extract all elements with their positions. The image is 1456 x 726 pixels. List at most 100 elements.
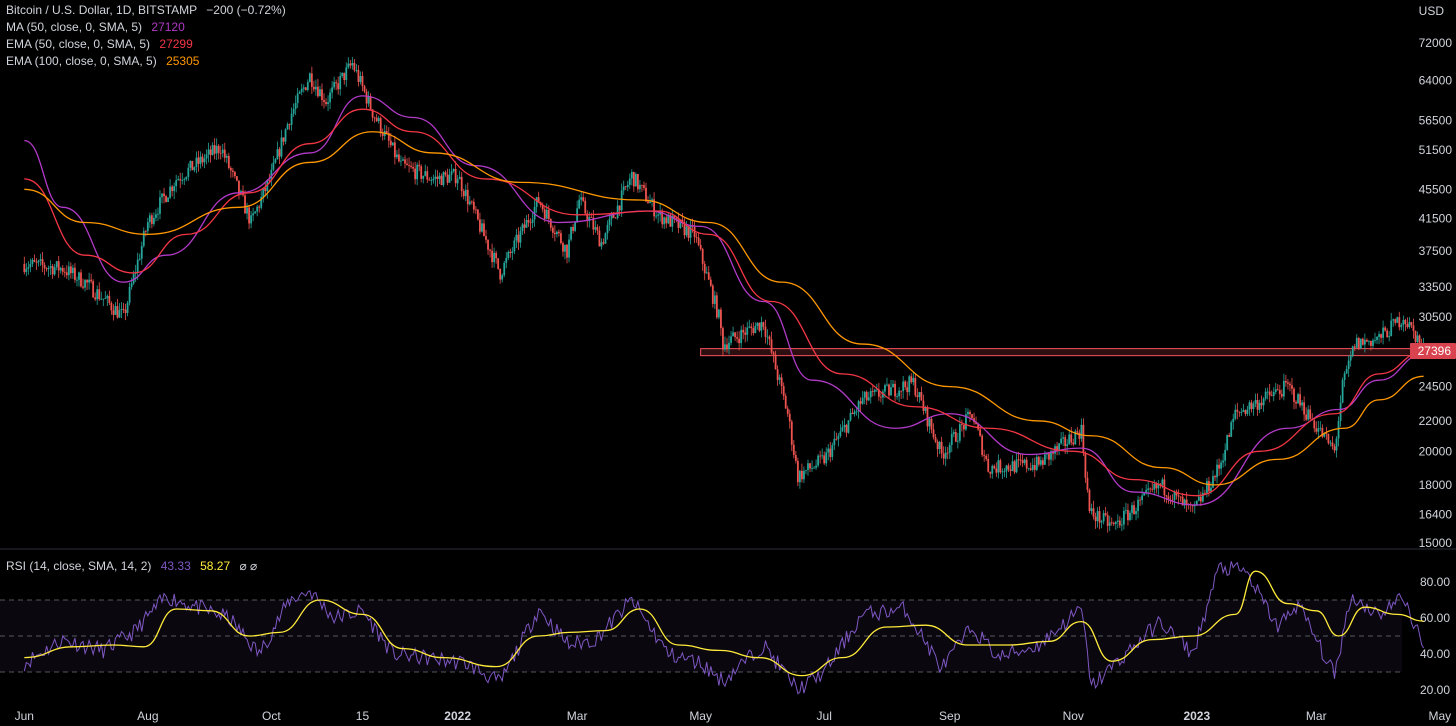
candle-body bbox=[1157, 483, 1160, 489]
candle-body bbox=[855, 411, 858, 413]
candle-body bbox=[1335, 438, 1338, 451]
candle-body bbox=[1359, 338, 1362, 349]
candle-body bbox=[1064, 437, 1067, 447]
ma50-line[interactable] bbox=[24, 95, 1424, 506]
candle-body bbox=[1368, 340, 1370, 342]
candle-body bbox=[904, 381, 907, 388]
candle-body bbox=[997, 460, 1000, 473]
candle-body bbox=[1238, 411, 1241, 413]
candle-body bbox=[1161, 479, 1164, 485]
candle-body bbox=[1224, 449, 1227, 461]
candle-body bbox=[969, 411, 971, 415]
candle-body bbox=[1264, 391, 1267, 399]
candle-body bbox=[1400, 324, 1403, 328]
candle-body bbox=[1374, 340, 1376, 341]
candle-body bbox=[219, 152, 222, 154]
candle-body bbox=[1339, 402, 1342, 422]
candle-body bbox=[181, 180, 184, 181]
candle-body bbox=[715, 295, 718, 318]
candle-body bbox=[1321, 427, 1324, 437]
candle-body bbox=[720, 309, 722, 329]
indicator-label: EMA (100, close, 0, SMA, 5) bbox=[6, 54, 157, 68]
candle-body bbox=[138, 258, 141, 260]
candle-body bbox=[260, 196, 263, 208]
time-axis-tick: 15 bbox=[356, 709, 370, 723]
candle-body bbox=[185, 176, 188, 180]
candle-body bbox=[586, 213, 589, 222]
candle-body bbox=[1122, 510, 1125, 525]
candle-body bbox=[1337, 421, 1340, 439]
candle-body bbox=[1108, 522, 1111, 526]
rsi-axis-tick: 40.00 bbox=[1420, 647, 1450, 661]
candle-body bbox=[317, 86, 319, 97]
candle-body bbox=[25, 268, 28, 273]
candle-body bbox=[786, 408, 789, 414]
candle-body bbox=[446, 174, 449, 183]
candle-body bbox=[665, 217, 668, 224]
candle-body bbox=[393, 142, 396, 158]
candle-body bbox=[499, 268, 502, 280]
candle-body bbox=[211, 145, 214, 156]
candle-body bbox=[327, 102, 329, 105]
candle-body bbox=[995, 468, 998, 473]
candle-body bbox=[643, 185, 645, 188]
candle-body bbox=[1167, 496, 1170, 500]
candle-body bbox=[432, 178, 435, 181]
candle-body bbox=[400, 160, 402, 162]
candle-body bbox=[90, 279, 93, 282]
rsi-line[interactable] bbox=[23, 561, 1425, 695]
candle-body bbox=[507, 251, 510, 258]
ema100-line[interactable] bbox=[24, 131, 1424, 486]
candle-body bbox=[479, 219, 481, 232]
support-zone[interactable] bbox=[700, 348, 1419, 357]
candle-body bbox=[803, 470, 805, 480]
candle-body bbox=[1074, 431, 1077, 445]
indicator-legend-ema50[interactable]: EMA (50, close, 0, SMA, 5) 27299 bbox=[6, 36, 193, 52]
candle-body bbox=[839, 431, 842, 437]
candle-body bbox=[379, 118, 382, 134]
candle-body bbox=[851, 412, 854, 415]
candle-body bbox=[37, 260, 40, 263]
candle-body bbox=[926, 406, 929, 427]
candle-body bbox=[819, 455, 822, 457]
candle-body bbox=[1060, 438, 1063, 444]
candle-body bbox=[1041, 460, 1044, 465]
candle-body bbox=[1050, 451, 1052, 460]
candle-body bbox=[898, 390, 901, 397]
candle-body bbox=[1181, 496, 1184, 506]
candle-body bbox=[462, 191, 465, 197]
candle-body bbox=[699, 244, 702, 249]
candle-body bbox=[1323, 433, 1326, 437]
candle-body bbox=[776, 369, 779, 380]
candle-body bbox=[357, 70, 360, 83]
candle-body bbox=[649, 201, 651, 204]
candle-body bbox=[1177, 495, 1180, 497]
candle-body bbox=[867, 397, 870, 401]
candle-body bbox=[477, 209, 479, 220]
candle-body bbox=[545, 209, 548, 219]
candle-body bbox=[1414, 330, 1417, 342]
candle-body bbox=[845, 424, 848, 433]
indicator-legend-ema100[interactable]: EMA (100, close, 0, SMA, 5) 25305 bbox=[6, 53, 199, 69]
rsi-legend[interactable]: RSI (14, close, SMA, 14, 2) 43.33 58.27 … bbox=[6, 558, 257, 574]
candle-body bbox=[335, 82, 338, 84]
candle-body bbox=[608, 219, 611, 225]
candle-body bbox=[1278, 390, 1281, 394]
candle-body bbox=[223, 149, 226, 158]
candle-body bbox=[294, 103, 297, 109]
candle-body bbox=[511, 251, 514, 253]
candle-body bbox=[944, 452, 947, 459]
time-axis-tick: May bbox=[1428, 709, 1451, 723]
candle-body bbox=[529, 222, 532, 224]
rsi-ma-line[interactable] bbox=[24, 570, 1424, 677]
candle-body bbox=[1270, 395, 1273, 397]
indicator-legend-ma50[interactable]: MA (50, close, 0, SMA, 5) 27120 bbox=[6, 19, 185, 35]
ema50-line[interactable] bbox=[24, 108, 1424, 497]
candle-body bbox=[1357, 338, 1360, 349]
candle-body bbox=[1378, 334, 1380, 337]
candle-body bbox=[487, 239, 489, 250]
candle-body bbox=[296, 93, 299, 104]
candle-body bbox=[472, 201, 475, 210]
price-axis-tick: 56500 bbox=[1419, 113, 1453, 127]
